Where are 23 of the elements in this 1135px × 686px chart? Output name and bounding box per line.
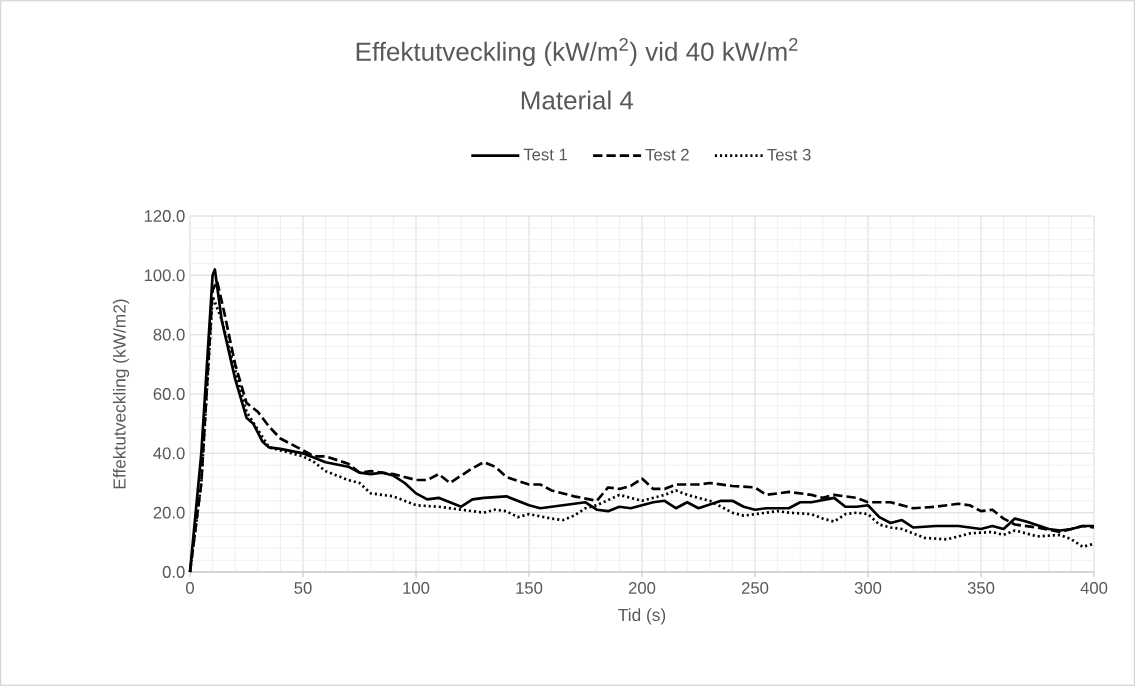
- chart-title: Effektutveckling (kW/m$^{2}$) vid 40 kW/m$^{2}$: [356, 37, 798, 67]
- x-axis-title: Tid (s): [618, 608, 666, 625]
- y-tick-label: 40.0: [153, 447, 185, 460]
- y-tick-label: 0.0: [162, 566, 185, 578]
- x-tick-label: 200: [628, 582, 656, 594]
- legend-label: Test 1: [523, 148, 567, 161]
- x-tick-label: 300: [854, 582, 882, 594]
- x-tick-label: 100: [403, 582, 430, 594]
- y-tick-label: 60.0: [153, 388, 185, 400]
- legend-label: Test 3: [767, 148, 811, 161]
- x-tick-label: 150: [516, 582, 543, 594]
- legend-label: Test 2: [645, 148, 689, 161]
- x-tick-label: 250: [741, 582, 769, 594]
- y-tick-label: 20.0: [153, 506, 185, 519]
- chart-subtitle: Material 4: [521, 90, 634, 110]
- x-tick-label: 0: [186, 582, 194, 594]
- y-tick-label: 120.0: [144, 210, 185, 222]
- y-axis-title: Effektutveckling (kW/m2): [112, 299, 130, 489]
- x-tick-label: 350: [967, 582, 995, 594]
- y-tick-label: 100.0: [144, 269, 185, 282]
- x-tick-label: 50: [294, 582, 312, 594]
- y-tick-label: 80.0: [153, 328, 185, 341]
- x-tick-label: 400: [1080, 582, 1108, 594]
